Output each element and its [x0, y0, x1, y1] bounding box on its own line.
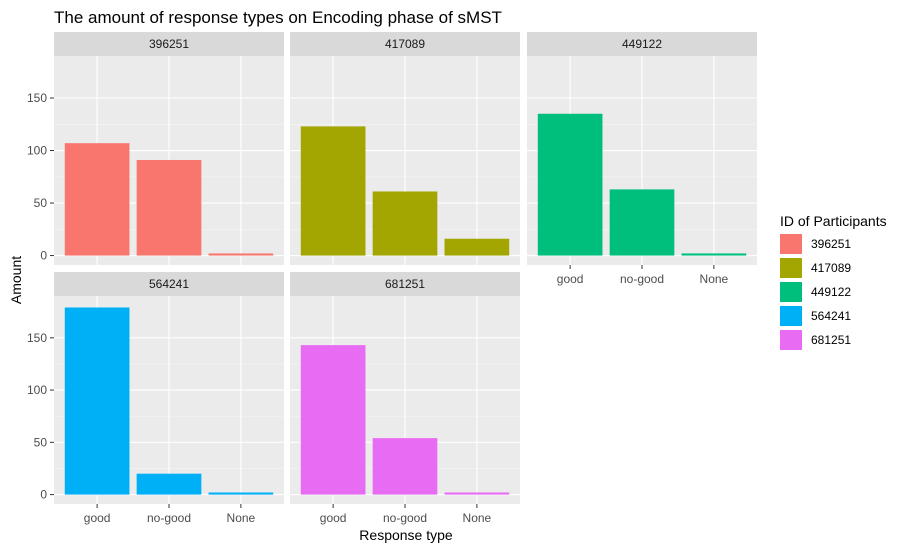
legend: ID of Participants 396251 417089 449122 564… — [780, 213, 887, 350]
bar — [444, 238, 510, 256]
bar — [64, 307, 130, 495]
bar — [300, 126, 366, 256]
bar — [372, 191, 438, 256]
x-tick-label: no-good — [383, 511, 427, 525]
x-axis-title: Response type — [359, 527, 453, 543]
bar — [136, 473, 202, 495]
y-axis-title: Amount — [8, 256, 24, 304]
x-tick-label: no-good — [147, 511, 191, 525]
legend-swatch — [780, 330, 802, 350]
facet-strip — [54, 32, 284, 56]
y-tick-label: 100 — [27, 383, 47, 397]
facet-panel: 681251 — [290, 272, 520, 504]
y-tick-label: 50 — [34, 435, 48, 449]
facet-strip — [290, 32, 520, 56]
bar — [208, 492, 274, 495]
bar — [372, 438, 438, 495]
facet-strip — [54, 272, 284, 296]
legend-title: ID of Participants — [780, 213, 887, 229]
facet-panel: 396251 — [54, 32, 284, 265]
facet-panel: 417089 — [290, 32, 520, 265]
x-tick-label: None — [700, 272, 729, 286]
facet-strip — [290, 272, 520, 296]
x-tick-label: no-good — [620, 272, 664, 286]
y-tick-label: 100 — [27, 144, 47, 158]
legend-entry-label: 396251 — [811, 237, 851, 251]
facet-strip — [527, 32, 757, 56]
x-tick-label: good — [557, 272, 584, 286]
legend-entry-label: 449122 — [811, 285, 851, 299]
bar — [681, 253, 747, 256]
x-tick-label: None — [463, 511, 492, 525]
x-axes: good no-good None good no-good None good no-goo… — [84, 265, 729, 525]
legend-swatch — [780, 258, 802, 278]
facet-strip-label: 417089 — [385, 37, 425, 51]
legend-swatch — [780, 282, 802, 302]
y-tick-label: 50 — [34, 196, 48, 210]
y-axes: 0 50 100 150 0 50 100 150 — [27, 91, 54, 502]
y-tick-label: 150 — [27, 331, 47, 345]
bar — [300, 345, 366, 495]
legend-entry-label: 417089 — [811, 261, 851, 275]
chart-title: The amount of response types on Encoding… — [54, 8, 502, 27]
bar — [208, 253, 274, 256]
bar — [136, 159, 202, 256]
y-tick-label: 150 — [27, 91, 47, 105]
bar — [609, 189, 675, 256]
facet-strip-label: 396251 — [149, 37, 189, 51]
x-tick-label: good — [84, 511, 111, 525]
legend-swatch — [780, 306, 802, 326]
facet-panel: 449122 — [527, 32, 757, 265]
legend-swatch — [780, 234, 802, 254]
facet-strip-label: 681251 — [385, 277, 425, 291]
legend-entry-label: 681251 — [811, 333, 851, 347]
facet-panel: 564241 — [54, 272, 284, 504]
bar — [537, 113, 603, 256]
facet-strip-label: 449122 — [622, 37, 662, 51]
facet-strip-label: 564241 — [149, 277, 189, 291]
x-tick-label: good — [320, 511, 347, 525]
legend-entry-label: 564241 — [811, 309, 851, 323]
bar — [444, 492, 510, 495]
y-tick-label: 0 — [40, 249, 47, 263]
bar — [64, 143, 130, 256]
y-tick-label: 0 — [40, 488, 47, 502]
facet-panels: 396251 417089 449122 564241 681251 — [54, 32, 757, 504]
x-tick-label: None — [227, 511, 256, 525]
